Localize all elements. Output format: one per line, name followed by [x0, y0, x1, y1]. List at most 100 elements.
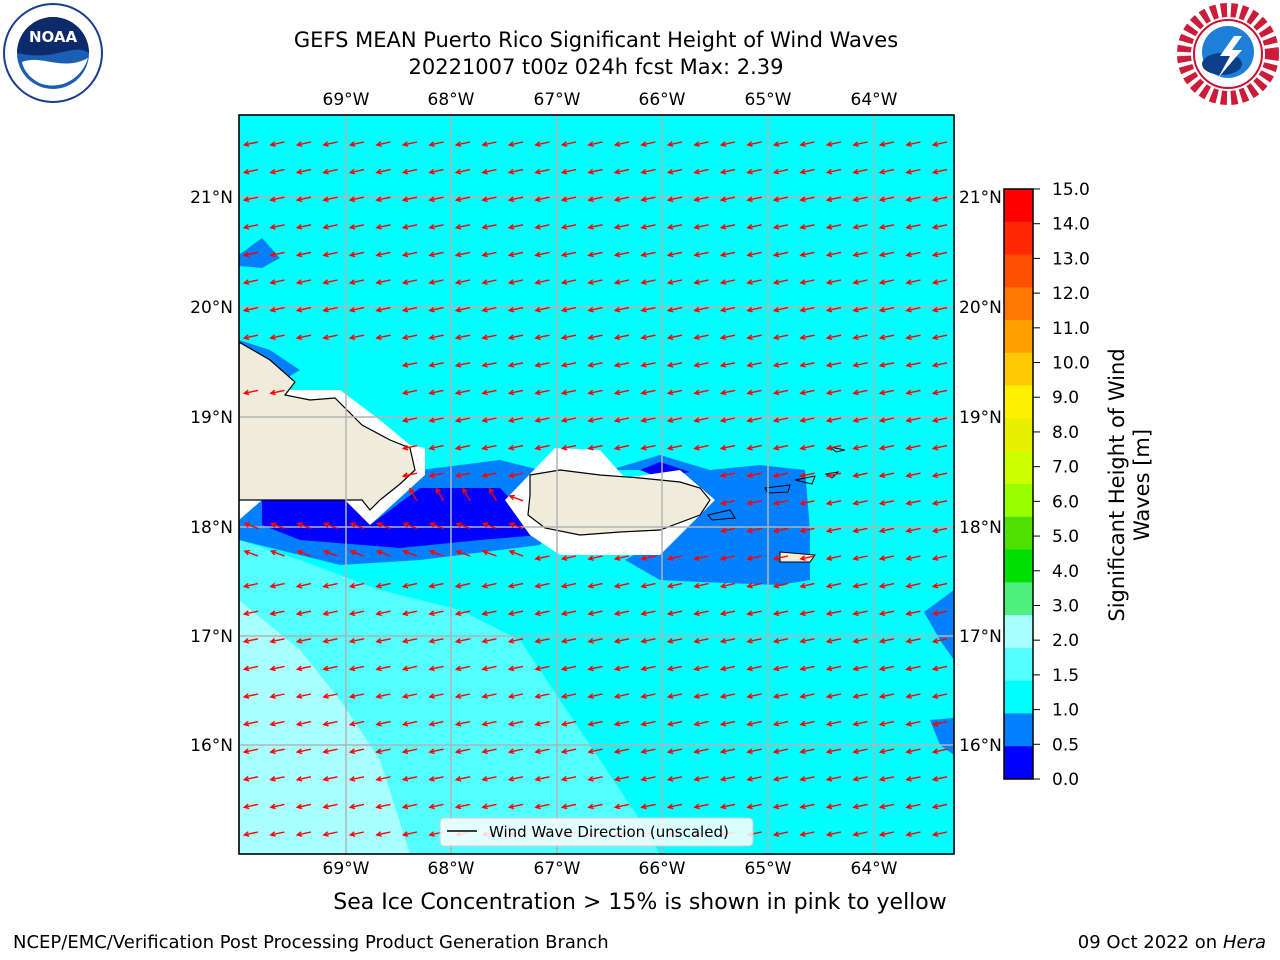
wind-wave-arrow: [799, 251, 815, 258]
wave-band-2-3: [239, 600, 410, 854]
wind-wave-arrow: [269, 831, 285, 837]
wind-wave-arrow: [481, 444, 497, 451]
wind-wave-arrow: [560, 168, 577, 175]
wind-wave-arrow: [375, 141, 391, 147]
wind-wave-arrow: [799, 610, 815, 617]
wind-wave-arrow: [534, 417, 550, 423]
map-plot-area: [239, 115, 954, 854]
wind-wave-arrow: [322, 720, 338, 727]
wind-wave-arrow: [508, 549, 524, 557]
wind-wave-arrow: [560, 803, 577, 810]
nws-logo: [1177, 3, 1279, 105]
wind-wave-arrow: [428, 196, 444, 203]
wind-wave-arrow: [640, 665, 656, 672]
wind-wave-arrow: [269, 251, 285, 258]
land-hispaniola: [239, 341, 416, 511]
wind-wave-arrow: [507, 582, 524, 589]
colorbar-tick-label: 7.0: [1052, 458, 1079, 478]
wind-wave-arrow: [242, 582, 259, 589]
wind-wave-arrow: [640, 251, 656, 258]
map-gridlines: [239, 115, 954, 854]
wind-wave-arrow: [640, 748, 656, 755]
wind-wave-arrow: [613, 638, 630, 644]
wind-wave-arrow: [587, 776, 603, 782]
wind-wave-arrow: [905, 141, 921, 147]
wind-wave-arrow: [693, 362, 709, 368]
wind-wave-arrow: [931, 196, 948, 203]
wind-wave-arrow: [401, 748, 418, 755]
wind-wave-arrow: [825, 389, 842, 396]
wind-wave-arrow: [613, 389, 630, 396]
wind-wave-arrow: [455, 522, 471, 530]
wind-wave-arrow: [348, 693, 365, 699]
wind-wave-arrow: [719, 251, 736, 258]
wind-wave-arrow: [481, 224, 497, 230]
wind-wave-arrow: [693, 665, 709, 672]
wind-wave-arrow: [560, 141, 577, 147]
wind-wave-arrow: [666, 279, 683, 285]
wind-wave-arrow: [746, 693, 762, 699]
colorbar-segment: [1004, 647, 1033, 682]
wind-wave-arrow: [825, 224, 842, 230]
wind-wave-arrow: [852, 638, 868, 644]
wind-wave-arrow: [375, 168, 391, 175]
wind-wave-arrow: [428, 720, 444, 727]
colorbar-segment: [1004, 221, 1033, 256]
wind-wave-arrow: [878, 831, 895, 837]
wind-wave-arrow: [534, 555, 550, 561]
colorbar-tick-label: 0.0: [1052, 770, 1079, 790]
wind-wave-arrow: [428, 444, 444, 451]
wind-wave-arrow: [401, 224, 418, 230]
wind-wave-arrow: [878, 693, 895, 699]
wind-wave-arrow: [666, 555, 683, 561]
wind-wave-arrow: [746, 444, 762, 451]
wind-wave-arrow: [666, 168, 683, 175]
wind-wave-arrow: [640, 444, 656, 451]
wind-wave-arrow: [719, 720, 736, 727]
wind-wave-arrow: [905, 803, 921, 810]
wind-wave-arrow: [375, 693, 391, 699]
wind-wave-arrow: [613, 279, 630, 285]
wind-wave-arrow: [295, 306, 312, 313]
wind-wave-arrow: [772, 417, 789, 423]
wind-wave-arrow: [931, 582, 948, 589]
colorbar-tick-label: 6.0: [1052, 492, 1079, 512]
wind-wave-arrow: [878, 224, 895, 230]
wind-wave-arrow: [772, 224, 789, 230]
wind-wave-arrow: [401, 665, 418, 672]
wind-wave-arrow: [799, 168, 815, 175]
wind-wave-arrow: [746, 417, 762, 423]
wind-wave-arrow: [666, 444, 683, 451]
wind-wave-arrow: [322, 803, 338, 810]
wind-wave-arrow: [322, 638, 338, 644]
wind-wave-arrow: [825, 803, 842, 810]
wind-wave-arrow: [560, 334, 577, 341]
wind-wave-arrow: [931, 251, 948, 258]
wind-wave-arrow: [772, 693, 789, 699]
wind-wave-arrow: [401, 472, 418, 479]
wind-wave-arrow: [746, 141, 762, 147]
wind-wave-arrow: [481, 334, 497, 341]
wind-wave-arrow: [322, 582, 338, 589]
colorbar-tick-label: 2.0: [1052, 631, 1079, 651]
wind-wave-arrow: [852, 224, 868, 230]
wind-wave-arrow: [719, 693, 736, 699]
colorbar-tick-label: 14.0: [1052, 215, 1090, 235]
wind-wave-arrow: [613, 748, 630, 755]
wind-wave-arrow: [322, 610, 338, 617]
colorbar-tick-label: 10.0: [1052, 354, 1090, 374]
wind-wave-arrow: [428, 224, 444, 230]
wind-wave-arrow: [560, 389, 577, 396]
wind-wave-arrow: [462, 487, 471, 502]
wind-wave-arrow: [507, 196, 524, 203]
wind-wave-arrow: [931, 168, 948, 175]
wind-wave-arrow: [481, 720, 497, 727]
wind-wave-arrow: [242, 831, 259, 837]
wind-wave-arrow: [242, 776, 259, 782]
wind-wave-arrow: [613, 803, 630, 810]
wind-wave-arrow: [534, 444, 550, 451]
lon-label-bottom: 65°W: [745, 859, 792, 879]
colorbar-segment: [1004, 352, 1033, 387]
wind-wave-arrow: [931, 306, 948, 313]
wind-wave-arrow: [825, 638, 842, 644]
